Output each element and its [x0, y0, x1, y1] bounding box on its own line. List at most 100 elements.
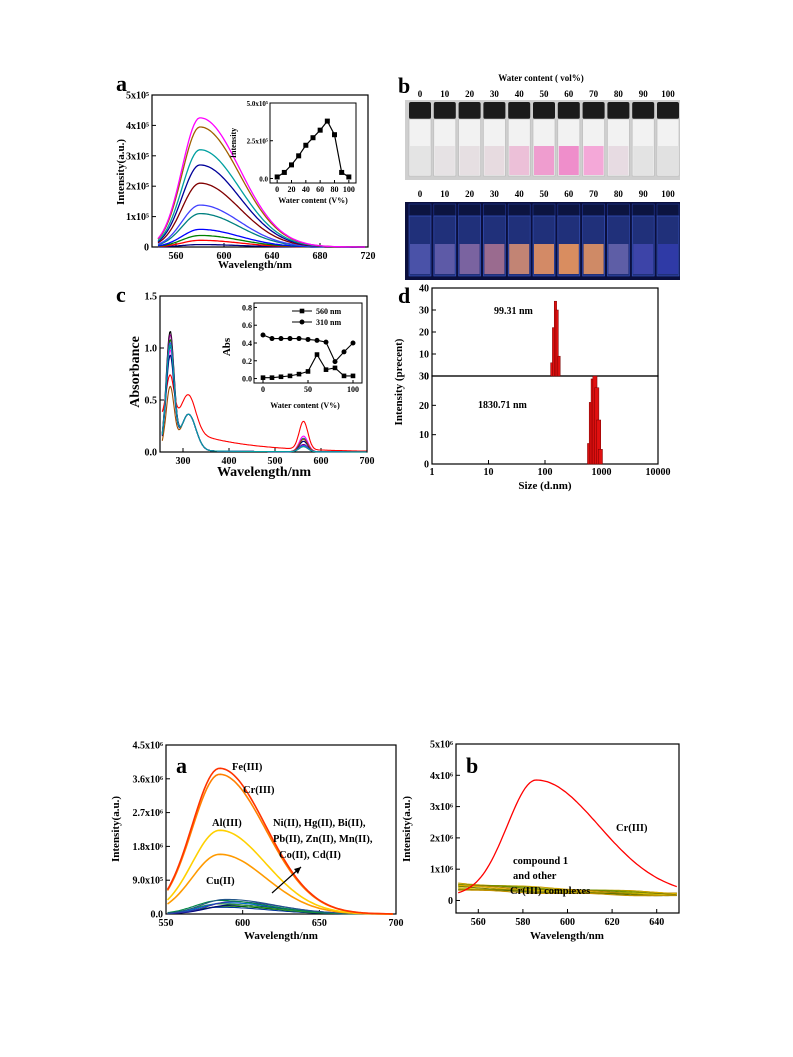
x-tick-label: 600: [217, 251, 232, 262]
inset-point-circle: [350, 340, 356, 346]
x-tick-label: 600: [560, 917, 575, 928]
vial-cap: [507, 203, 531, 217]
vial-label: 0: [418, 89, 423, 99]
vial-liquid: [434, 244, 455, 274]
vial-cap: [532, 203, 556, 217]
annotation-label: Cr(III) complexes: [510, 886, 590, 897]
vial-liquid: [558, 146, 579, 175]
y-axis-label: Intensity(a.u.): [110, 796, 122, 862]
annotation-label: Fe(III): [232, 762, 263, 773]
inset-point: [332, 132, 337, 138]
annotation-label: Ni(II), Hg(II), Bi(II),: [273, 818, 366, 829]
inset-y-tick-label: 2.5x10⁵: [247, 138, 268, 146]
inset-point-square: [260, 375, 266, 380]
inset-point: [289, 162, 294, 168]
inset-y-label: Intensity: [229, 128, 238, 158]
panel-d: d 1 10 100 1000 10000 0 10 20 30 40 99.31 nm 0 10 20 3…: [393, 283, 671, 492]
inset-x-tick-label: 60: [316, 185, 324, 194]
inset-point: [339, 169, 345, 175]
y-tick-label: 30: [419, 372, 429, 383]
vial-cap: [483, 203, 506, 217]
x-axis-label: Size (d.nm): [518, 480, 572, 492]
legend-label: 310 nm: [316, 318, 341, 327]
vial-label: 0: [418, 189, 423, 199]
vial-label: 10: [440, 89, 450, 99]
series-lines: [157, 117, 365, 248]
x-tick-label: 580: [515, 917, 530, 928]
vial-labels-middle: 0 10 20 30 40 50 60 70 80 90 100: [418, 189, 676, 199]
inset-point-circle: [305, 336, 311, 342]
x-tick-label: 620: [605, 917, 620, 928]
y-tick-label: 10: [419, 350, 429, 361]
vial-cap: [656, 203, 680, 217]
vial-cap: [458, 203, 481, 217]
vial-labels-top: 0 10 20 30 40 50 60 70 80 90 100: [418, 89, 676, 99]
inset-point: [346, 174, 352, 180]
vial-liquid: [410, 244, 430, 274]
vial-label: 90: [639, 89, 649, 99]
y-tick-label: 0.5: [145, 396, 158, 407]
inset-y-tick-label: 0.0: [259, 175, 268, 183]
vial-label: 40: [515, 89, 525, 99]
x-tick-label: 300: [176, 456, 191, 467]
y-tick-label: 5x10⁶: [430, 740, 453, 751]
y-tick-label: 4x10⁵: [126, 121, 149, 132]
inset-point-circle: [296, 336, 302, 342]
vial-liquid: [459, 146, 480, 175]
lower-frame: [431, 375, 659, 465]
inset-x-tick-label: 0: [275, 185, 279, 194]
inset-y-tick-label: 0.8: [242, 303, 252, 312]
annotation-label: Cr(III): [616, 823, 648, 834]
y-tick-label: 30: [419, 306, 429, 317]
inset-x-label: Water content (V%): [278, 196, 348, 205]
y-tick-label: 1x10⁶: [430, 865, 453, 876]
y-tick-label: 4x10⁶: [430, 771, 453, 782]
vial-cap: [582, 102, 605, 119]
y-tick-label: 0.0: [145, 448, 158, 459]
inset-point-circle: [332, 359, 338, 365]
panel-label-bottom-b: b: [466, 753, 478, 778]
vial-cap: [657, 102, 679, 119]
x-tick-label: 1: [430, 467, 435, 478]
vial-cap: [607, 102, 630, 119]
vial-cap: [483, 102, 506, 119]
x-tick-label: 700: [360, 456, 375, 467]
vial-cap: [632, 102, 655, 119]
annotations: Cr(III) compound 1 and other Cr(III) comple…: [510, 823, 648, 897]
annotation-label: Cu(II): [206, 876, 235, 887]
y-tick-label: 2.7x10⁶: [133, 808, 164, 819]
series-lines: [166, 767, 393, 915]
y-tick-label: 20: [419, 328, 429, 339]
inset-point: [303, 142, 309, 148]
inset-point-circle: [323, 339, 329, 345]
y-ticks: 0 1x10⁵ 2x10⁵ 3x10⁵ 4x10⁵ 5x10⁵: [126, 91, 156, 254]
absorbance-line: [161, 344, 367, 453]
absorbance-line: [161, 374, 367, 452]
inset-y-tick-label: 0.0: [242, 375, 252, 384]
x-tick-label: 600: [235, 918, 250, 929]
x-tick-label: 500: [268, 456, 283, 467]
inset-plot: 0 20 40 60 80 100 0.0 2.5x10⁵ 5.0x10⁵: [247, 100, 355, 194]
vial-liquid: [509, 146, 530, 175]
water-content-title: Water content ( vol%): [498, 73, 584, 83]
vial-liquid: [583, 244, 604, 274]
y-tick-label: 40: [419, 284, 429, 295]
size-distribution: 1 10 100 1000 10000 0 10 20 30 40 99.31 nm 0 10 20 30 1…: [419, 284, 671, 479]
annotation-arrowhead: [294, 867, 301, 874]
inset-y-tick-label: 5.0x10⁵: [247, 100, 268, 108]
vial-liquid: [583, 146, 604, 175]
y-tick-label: 20: [419, 401, 429, 412]
series-line: [157, 117, 365, 248]
inset-point: [317, 127, 323, 133]
y-axis-label: Absorbance: [128, 336, 143, 408]
size-bar: [555, 309, 559, 377]
inset-x-tick-label: 50: [304, 385, 312, 394]
y-tick-label: 5x10⁵: [126, 91, 149, 102]
panel-label-bottom-a: a: [176, 753, 187, 778]
inset-x-tick-label: 100: [343, 185, 355, 194]
size-bar: [598, 449, 603, 465]
inset-point-square: [314, 352, 320, 357]
vial-label: 70: [589, 89, 599, 99]
vial-label: 50: [540, 189, 550, 199]
